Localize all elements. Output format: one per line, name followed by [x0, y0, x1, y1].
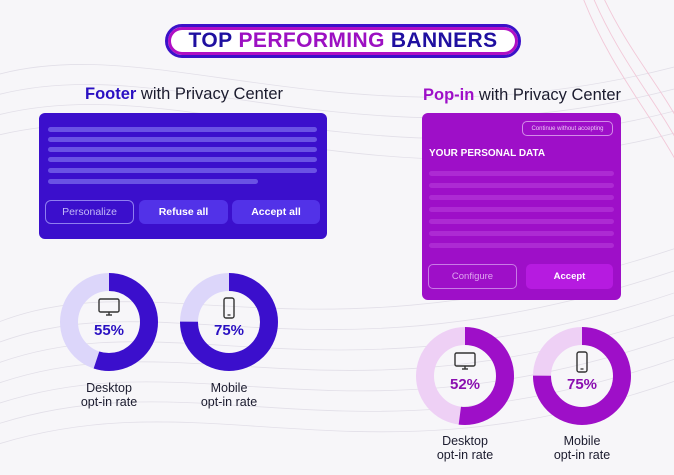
footer-mobile-label: Mobile opt-in rate: [174, 381, 284, 409]
monitor-icon: [98, 298, 120, 316]
opt-in-percentage: 52%: [449, 376, 481, 393]
popin-section-heading: Pop-in with Privacy Center: [423, 86, 621, 105]
label-line-1: Mobile: [210, 381, 248, 395]
footer-section-heading: Footer with Privacy Center: [85, 85, 283, 104]
text-placeholder-line: [429, 243, 614, 248]
text-placeholder-line: [48, 179, 258, 184]
smartphone-icon: [576, 351, 588, 373]
configure-button[interactable]: Configure: [428, 264, 517, 289]
footer-desktop-donut: 55%: [60, 273, 158, 371]
page-title: TOP PERFORMING BANNERS: [165, 24, 521, 58]
footer-banner-mockup: Personalize Refuse all Accept all: [39, 113, 327, 239]
accept-button[interactable]: Accept: [526, 264, 613, 289]
label-line-1: Desktop: [86, 381, 132, 395]
text-placeholder-line: [48, 147, 317, 152]
text-placeholder-line: [429, 207, 614, 212]
popin-mobile-donut: 75%: [533, 327, 631, 425]
title-part-2: PERFORMING: [238, 29, 385, 52]
title-part-3: BANNERS: [390, 29, 498, 52]
text-placeholder-line: [429, 171, 614, 176]
donut-chart: [180, 273, 278, 371]
text-placeholder-line: [429, 183, 614, 188]
footer-heading-rest: with Privacy Center: [136, 85, 284, 103]
monitor-icon: [454, 352, 476, 370]
title-part-1: TOP: [188, 29, 233, 52]
opt-in-percentage: 75%: [213, 322, 245, 339]
popin-desktop-donut: 52%: [416, 327, 514, 425]
accept-all-button[interactable]: Accept all: [232, 200, 320, 224]
popin-banner-mockup: Continue without accepting YOUR PERSONAL…: [422, 113, 621, 300]
donut-value-arc: [416, 327, 514, 425]
label-line-2: opt-in rate: [436, 448, 494, 462]
footer-desktop-label: Desktop opt-in rate: [54, 381, 164, 409]
label-line-1: Mobile: [563, 434, 601, 448]
continue-without-accepting-button[interactable]: Continue without accepting: [522, 121, 613, 136]
donut-chart: [60, 273, 158, 371]
text-placeholder-line: [48, 127, 317, 132]
donut-value-arc: [533, 327, 631, 425]
label-line-2: opt-in rate: [80, 395, 138, 409]
popin-heading-rest: with Privacy Center: [474, 86, 622, 104]
donut-value-arc: [60, 273, 158, 371]
text-placeholder-line: [429, 195, 614, 200]
text-placeholder-line: [48, 137, 317, 142]
smartphone-icon: [223, 297, 235, 319]
text-placeholder-line: [429, 219, 614, 224]
donut-chart: [416, 327, 514, 425]
popin-desktop-label: Desktop opt-in rate: [410, 434, 520, 462]
personal-data-title: YOUR PERSONAL DATA: [429, 148, 546, 159]
personalize-button[interactable]: Personalize: [45, 200, 134, 224]
text-placeholder-line: [48, 168, 317, 173]
popin-mobile-label: Mobile opt-in rate: [527, 434, 637, 462]
donut-chart: [533, 327, 631, 425]
label-line-1: Desktop: [442, 434, 488, 448]
opt-in-percentage: 55%: [93, 322, 125, 339]
text-placeholder-line: [48, 157, 317, 162]
footer-mobile-donut: 75%: [180, 273, 278, 371]
label-line-2: opt-in rate: [200, 395, 258, 409]
footer-heading-highlight: Footer: [85, 85, 137, 103]
popin-heading-highlight: Pop-in: [423, 86, 475, 104]
label-line-2: opt-in rate: [553, 448, 611, 462]
opt-in-percentage: 75%: [566, 376, 598, 393]
refuse-all-button[interactable]: Refuse all: [139, 200, 228, 224]
donut-value-arc: [180, 273, 278, 371]
text-placeholder-line: [429, 231, 614, 236]
